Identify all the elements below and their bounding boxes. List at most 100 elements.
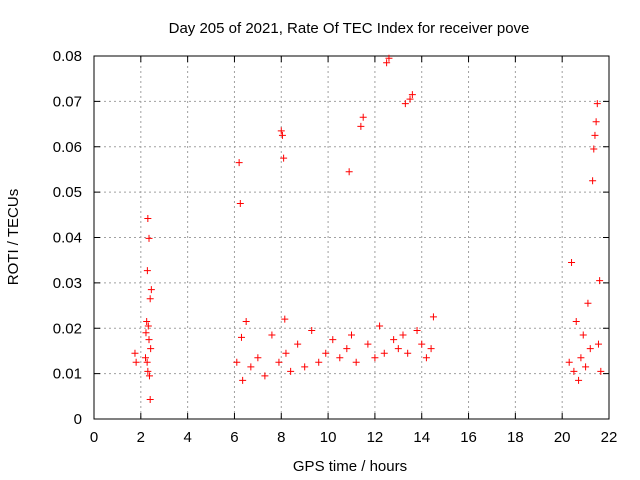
data-point xyxy=(589,177,597,185)
data-point xyxy=(329,336,337,344)
data-point xyxy=(408,91,416,99)
data-point xyxy=(275,358,283,366)
data-point xyxy=(145,336,153,344)
data-point xyxy=(418,340,426,348)
data-point xyxy=(131,349,139,357)
data-point xyxy=(278,131,286,139)
data-point xyxy=(235,159,243,167)
data-point xyxy=(145,234,153,242)
data-point xyxy=(345,168,353,176)
y-tick-label: 0.04 xyxy=(53,230,82,247)
data-point xyxy=(429,313,437,321)
x-tick-label: 22 xyxy=(601,429,618,446)
y-tick-label: 0.06 xyxy=(53,139,82,156)
data-point xyxy=(294,340,302,348)
data-point xyxy=(239,376,247,384)
data-point xyxy=(593,100,601,108)
data-point xyxy=(282,349,290,357)
y-tick-label: 0.02 xyxy=(53,320,82,337)
data-point xyxy=(143,267,151,275)
data-point xyxy=(352,358,360,366)
data-point xyxy=(143,317,151,325)
data-point xyxy=(144,322,152,330)
data-point xyxy=(147,286,155,294)
data-point xyxy=(145,372,153,380)
y-tick-label: 0.05 xyxy=(53,184,82,201)
data-point xyxy=(348,331,355,339)
data-point xyxy=(575,376,583,384)
data-point xyxy=(143,358,151,366)
y-axis-label: ROTI / TECUs xyxy=(5,189,22,285)
data-point xyxy=(427,345,435,353)
data-point xyxy=(281,315,289,323)
data-point xyxy=(146,395,154,403)
x-axis-label: GPS time / hours xyxy=(293,458,407,475)
plot-grid xyxy=(94,56,609,419)
data-point xyxy=(247,363,255,371)
x-tick-label: 12 xyxy=(367,429,384,446)
data-point xyxy=(132,358,140,366)
x-tick-label: 18 xyxy=(507,429,524,446)
data-point xyxy=(568,258,576,266)
data-point xyxy=(371,354,379,362)
x-tick-label: 16 xyxy=(460,429,477,446)
x-tick-label: 0 xyxy=(90,429,98,446)
data-point xyxy=(142,329,150,337)
y-tick-label: 0.08 xyxy=(53,48,82,65)
data-point xyxy=(308,327,316,335)
data-point xyxy=(579,331,587,339)
y-tick-label: 0 xyxy=(74,411,82,428)
data-point xyxy=(287,367,295,375)
data-point xyxy=(570,367,578,375)
x-tick-label: 2 xyxy=(137,429,145,446)
data-point xyxy=(586,345,594,353)
y-tick-label: 0.03 xyxy=(53,275,82,292)
data-point xyxy=(594,340,602,348)
data-point xyxy=(301,363,309,371)
data-point xyxy=(233,358,241,366)
data-point xyxy=(383,59,391,67)
data-point xyxy=(590,145,598,153)
data-point xyxy=(364,340,372,348)
data-point xyxy=(390,336,398,344)
data-point xyxy=(144,367,152,375)
data-point xyxy=(147,345,155,353)
data-point xyxy=(584,299,592,307)
data-point xyxy=(577,354,585,362)
data-point xyxy=(144,214,152,222)
data-point xyxy=(413,327,421,335)
data-point xyxy=(399,331,407,339)
data-point xyxy=(394,345,402,353)
axis-ticks: 0 2 4 6 8 10 12 14 16 18 20 22 0 0.01 0.02 0.03 0.04 0.05… xyxy=(53,48,618,446)
data-point xyxy=(343,345,351,353)
x-tick-label: 4 xyxy=(183,429,191,446)
data-point xyxy=(591,131,599,139)
data-point xyxy=(315,358,323,366)
data-point xyxy=(401,100,409,108)
data-point xyxy=(280,154,288,162)
data-points xyxy=(131,54,605,403)
data-point xyxy=(597,367,605,375)
data-point xyxy=(146,295,154,303)
data-point xyxy=(322,349,330,357)
y-tick-label: 0.01 xyxy=(53,366,82,383)
x-tick-label: 10 xyxy=(320,429,337,446)
x-tick-label: 14 xyxy=(413,429,430,446)
data-point xyxy=(380,349,388,357)
data-point xyxy=(236,199,244,207)
data-point xyxy=(404,349,412,357)
data-point xyxy=(268,331,276,339)
data-point xyxy=(237,333,245,341)
y-tick-label: 0.07 xyxy=(53,93,82,110)
data-point xyxy=(385,54,393,62)
data-point xyxy=(572,317,580,325)
plot-frame xyxy=(93,55,610,420)
data-point xyxy=(406,95,414,103)
data-point xyxy=(242,317,250,325)
data-point xyxy=(336,354,344,362)
data-point xyxy=(254,354,262,362)
data-point xyxy=(261,372,269,380)
data-point xyxy=(359,113,367,121)
data-point xyxy=(582,363,590,371)
